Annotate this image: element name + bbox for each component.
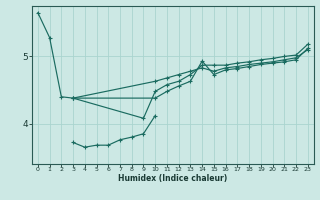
X-axis label: Humidex (Indice chaleur): Humidex (Indice chaleur)	[118, 174, 228, 183]
